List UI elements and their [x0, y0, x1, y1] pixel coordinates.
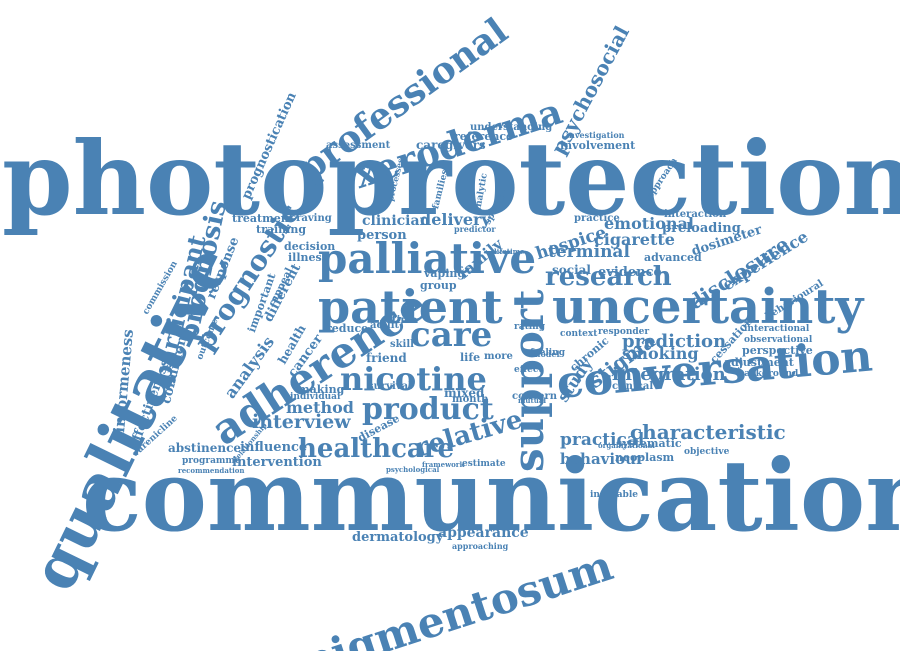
cloud-word: abstinence	[168, 441, 242, 455]
cloud-word: involvement	[560, 139, 636, 152]
cloud-word: organizational	[598, 441, 655, 450]
cloud-word: interactional	[744, 324, 810, 334]
cloud-word: psychological	[386, 465, 440, 474]
cloud-word: observational	[744, 335, 813, 345]
cloud-word: systematic	[616, 437, 682, 450]
cloud-word: illness	[288, 251, 328, 264]
cloud-word: practical	[560, 430, 645, 450]
cloud-word: feeling	[530, 348, 565, 358]
cloud-word: reduce	[326, 322, 369, 335]
cloud-word: investigation	[566, 130, 625, 140]
cloud-word: background	[738, 369, 799, 379]
cloud-word: effect	[514, 365, 543, 375]
cloud-word: clinician	[362, 213, 430, 229]
cloud-word: characteristic	[630, 420, 786, 444]
cloud-word: framework	[422, 460, 465, 469]
cloud-word: skill	[390, 339, 414, 350]
cloud-word: photoprotection	[2, 119, 900, 238]
cloud-word: dermatology	[352, 530, 444, 545]
cloud-word: social	[552, 263, 591, 277]
cloud-word: treatment	[232, 212, 294, 225]
cloud-word: influence	[240, 440, 308, 455]
cloud-word: pigmentosum	[296, 540, 619, 651]
cloud-word: friend	[366, 351, 407, 365]
cloud-word: clinical	[612, 381, 654, 392]
cloud-word: integration	[612, 364, 726, 385]
cloud-word: interview	[252, 411, 351, 433]
cloud-word: group	[420, 279, 457, 292]
cloud-word: mutual	[518, 396, 547, 405]
cloud-word: smoking	[622, 344, 699, 363]
cloud-word: rating	[514, 322, 545, 332]
cloud-word: incurable	[590, 490, 638, 500]
cloud-word: practice	[574, 213, 620, 224]
cloud-word: life	[460, 351, 481, 364]
cloud-word: person	[357, 228, 407, 243]
cloud-word: adult	[370, 320, 400, 331]
cloud-word: interaction	[664, 209, 727, 220]
cloud-word: mixed	[444, 386, 485, 400]
cloud-word: vaping	[424, 267, 466, 280]
cloud-word: caregivers	[416, 138, 486, 152]
cloud-word: advanced	[644, 251, 702, 264]
cloud-word: assessment	[326, 140, 391, 151]
cloud-word: training	[256, 223, 307, 236]
cloud-word: model	[532, 349, 560, 359]
cloud-word: objective	[684, 447, 730, 457]
cloud-word: prediction	[622, 331, 727, 352]
cloud-word: behaviour	[560, 450, 644, 468]
cloud-word: palliative	[318, 234, 537, 283]
cloud-word: perspective	[742, 344, 813, 357]
cloud-word: concern	[512, 391, 558, 402]
cloud-word: month	[452, 394, 489, 405]
cloud-word: predictor	[454, 224, 496, 234]
cloud-word: responder	[598, 327, 650, 337]
cloud-word: product	[362, 392, 494, 427]
cloud-word: estimate	[462, 459, 506, 469]
cloud-word: approaching	[452, 541, 509, 551]
cloud-word: research	[545, 262, 672, 292]
cloud-word: support	[504, 289, 553, 472]
cloud-word: preloading	[662, 221, 741, 236]
cloud-word: healthcare	[298, 434, 454, 464]
cloud-word: uncertainty	[552, 279, 864, 335]
cloud-word: evidence	[598, 265, 662, 280]
cloud-word: lifetime	[494, 247, 525, 256]
cloud-word: individual	[290, 392, 341, 402]
cloud-word: recommendation	[178, 466, 245, 475]
cloud-word: making	[298, 383, 345, 396]
cloud-word: neoplasm	[615, 451, 675, 464]
cloud-word: decision	[284, 240, 336, 253]
cloud-word: nicotine	[340, 360, 487, 398]
cloud-word: cigarette	[594, 230, 675, 249]
cloud-word: patient	[318, 280, 503, 334]
cloud-word: survival	[368, 381, 412, 392]
cloud-word: delivery	[420, 210, 491, 229]
cloud-word: more	[484, 351, 513, 362]
cloud-word: understanding	[470, 122, 553, 133]
cloud-word: method	[286, 398, 354, 417]
cloud-word: context	[560, 329, 598, 339]
cloud-word: adjustment	[724, 356, 794, 369]
cloud-word: emotional	[604, 214, 694, 233]
cloud-word: communication	[82, 439, 900, 554]
cloud-word: programme	[182, 456, 241, 466]
cloud-word: reference	[454, 130, 514, 143]
cloud-word: intervention	[232, 455, 322, 470]
cloud-word: craving	[290, 213, 332, 224]
cloud-word: time	[392, 315, 418, 326]
cloud-word: care	[410, 315, 493, 355]
cloud-word: appearance	[438, 525, 529, 541]
cloud-word: terminal	[548, 242, 630, 262]
